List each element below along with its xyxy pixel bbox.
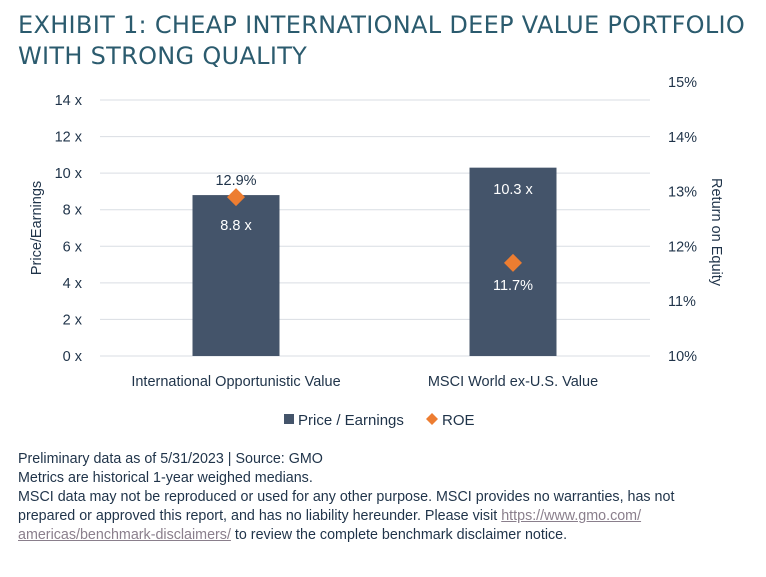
y-right-tick-label: 10% [668,349,697,365]
footnote-source: Preliminary data as of 5/31/2023 | Sourc… [18,451,323,467]
bar-data-label: 8.8 x [220,218,252,234]
y-right-tick-label: 15% [668,75,697,91]
footnote-disclaimer-line-4: prepared or approved this report, and ha… [18,507,748,526]
y-right-tick-label: 13% [668,185,697,201]
legend-swatch-price-earnings [284,414,294,424]
y-right-tick-label: 11% [668,294,696,310]
chart-title: EXHIBIT 1: CHEAP INTERNATIONAL DEEP VALU… [18,10,758,72]
legend-label-roe: ROE [442,412,475,429]
x-category-label: International Opportunistic Value [131,374,340,390]
y-right-tick-label: 14% [668,130,697,146]
y-left-tick-label: 6 x [63,239,83,255]
footnote-msci-disclaimer: MSCI data may not be reproduced or used … [18,489,675,505]
y-right-tick-label: 12% [668,239,697,255]
legend-swatch-roe [426,413,438,425]
y-left-tick-label: 2 x [63,312,83,328]
y-right-axis-title: Return on Equity [708,178,724,287]
y-left-tick-label: 12 x [55,130,83,146]
chart: 0 x 2 x 4 x 6 x 8 x 10 x 12 x 14 x 10% 11% 12% 13% 1… [29,75,724,429]
roe-data-label: 12.9% [215,173,256,189]
y-left-tick-label: 10 x [55,166,83,182]
y-left-axis-title: Price/Earnings [29,181,45,275]
roe-data-label: 11.7% [493,278,533,294]
roe-marker [227,188,245,207]
y-left-tick-label: 8 x [63,203,83,219]
y-left-tick-label: 0 x [63,349,83,365]
chart-title-line-1: EXHIBIT 1: CHEAP INTERNATIONAL DEEP VALU… [18,11,746,39]
footnote-text: to review the complete benchmark disclai… [230,527,568,543]
bar [192,195,280,356]
footnote-metrics: Metrics are historical 1-year weighed me… [18,470,313,486]
bar-data-label: 10.3 x [493,182,533,198]
roe-marker [504,253,522,272]
x-category-label: MSCI World ex-U.S. Value [428,374,598,390]
footnote-disclaimer-line-5: americas/benchmark-disclaimers/ to revie… [18,526,748,545]
disclaimer-link-continued[interactable]: americas/benchmark-disclaimers/ [18,527,231,543]
chart-title-line-2: WITH STRONG QUALITY [18,42,308,70]
footnote-text: prepared or approved this report, and ha… [18,508,502,524]
footnotes: Preliminary data as of 5/31/2023 | Sourc… [18,450,748,545]
y-left-tick-label: 4 x [63,276,83,292]
disclaimer-link[interactable]: https://www.gmo.com/ [501,508,642,524]
legend-label-price-earnings: Price / Earnings [298,412,404,429]
y-left-tick-label: 14 x [55,93,83,109]
